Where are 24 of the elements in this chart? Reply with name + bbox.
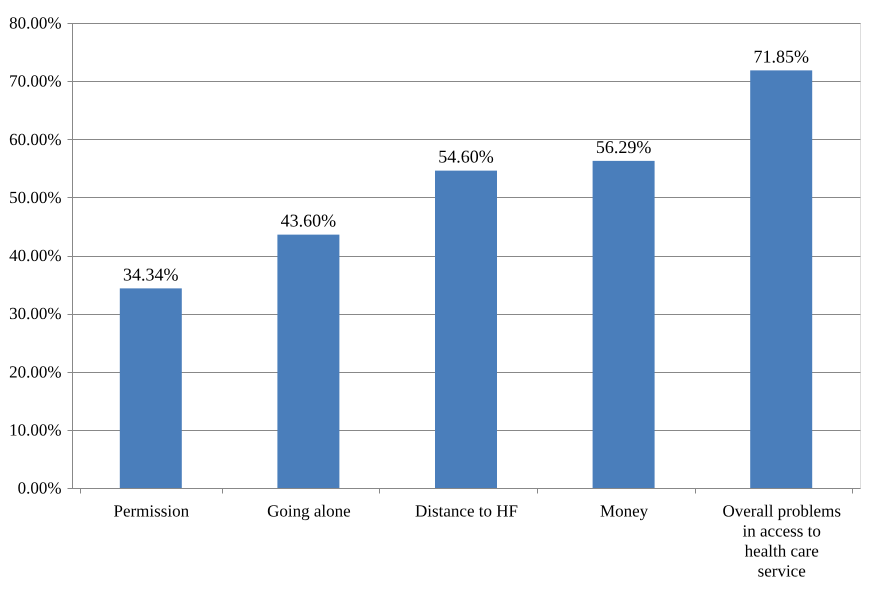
data-label: 34.34%: [123, 264, 179, 284]
bar: [120, 288, 182, 488]
bar: [277, 234, 340, 488]
y-tick-label: 30.00%: [9, 304, 62, 324]
x-tick-label: Going alone: [267, 502, 351, 520]
y-tick-label: 80.00%: [9, 14, 62, 32]
y-tick-label: 40.00%: [9, 246, 62, 265]
data-label: 54.60%: [438, 146, 494, 167]
x-tick-label: Overall problems in access to health care service: [722, 502, 841, 580]
data-label: 56.29%: [596, 136, 652, 157]
y-tick-label: 70.00%: [9, 72, 62, 91]
y-tick-label: 20.00%: [9, 362, 62, 382]
x-tick-label: Money: [600, 502, 649, 520]
y-tick-label: 10.00%: [9, 420, 62, 440]
data-label: 71.85%: [753, 46, 809, 66]
x-tick-label: Distance to HF: [415, 502, 518, 520]
bar: [435, 170, 497, 488]
bar: [592, 160, 655, 488]
bar: [750, 70, 812, 488]
data-label: 43.60%: [280, 210, 336, 231]
y-tick-label: 60.00%: [9, 130, 62, 149]
y-tick-label: 0.00%: [18, 478, 62, 498]
x-tick-label: Permission: [114, 502, 190, 520]
y-tick-label: 50.00%: [9, 188, 62, 207]
